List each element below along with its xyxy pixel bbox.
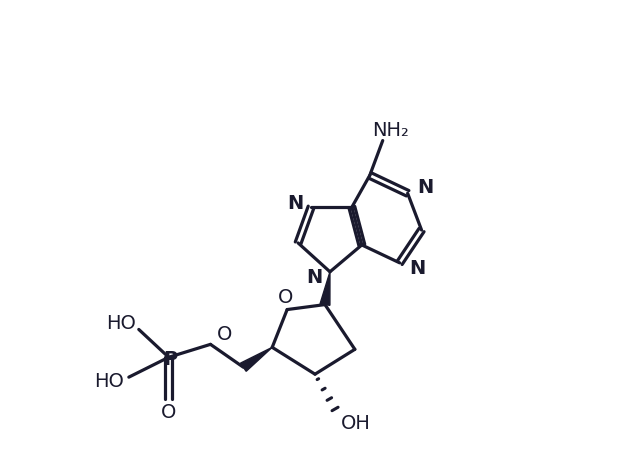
Text: O: O xyxy=(217,325,232,344)
Text: HO: HO xyxy=(106,314,136,333)
Text: O: O xyxy=(161,403,177,423)
Text: N: N xyxy=(306,268,322,287)
Text: HO: HO xyxy=(94,372,124,391)
Polygon shape xyxy=(241,347,272,371)
Text: OH: OH xyxy=(341,415,371,433)
Text: N: N xyxy=(287,194,303,213)
Text: P: P xyxy=(164,350,178,369)
Text: N: N xyxy=(410,259,426,278)
Text: O: O xyxy=(278,288,293,307)
Polygon shape xyxy=(320,272,330,306)
Text: NH₂: NH₂ xyxy=(372,121,409,140)
Text: N: N xyxy=(417,178,434,197)
